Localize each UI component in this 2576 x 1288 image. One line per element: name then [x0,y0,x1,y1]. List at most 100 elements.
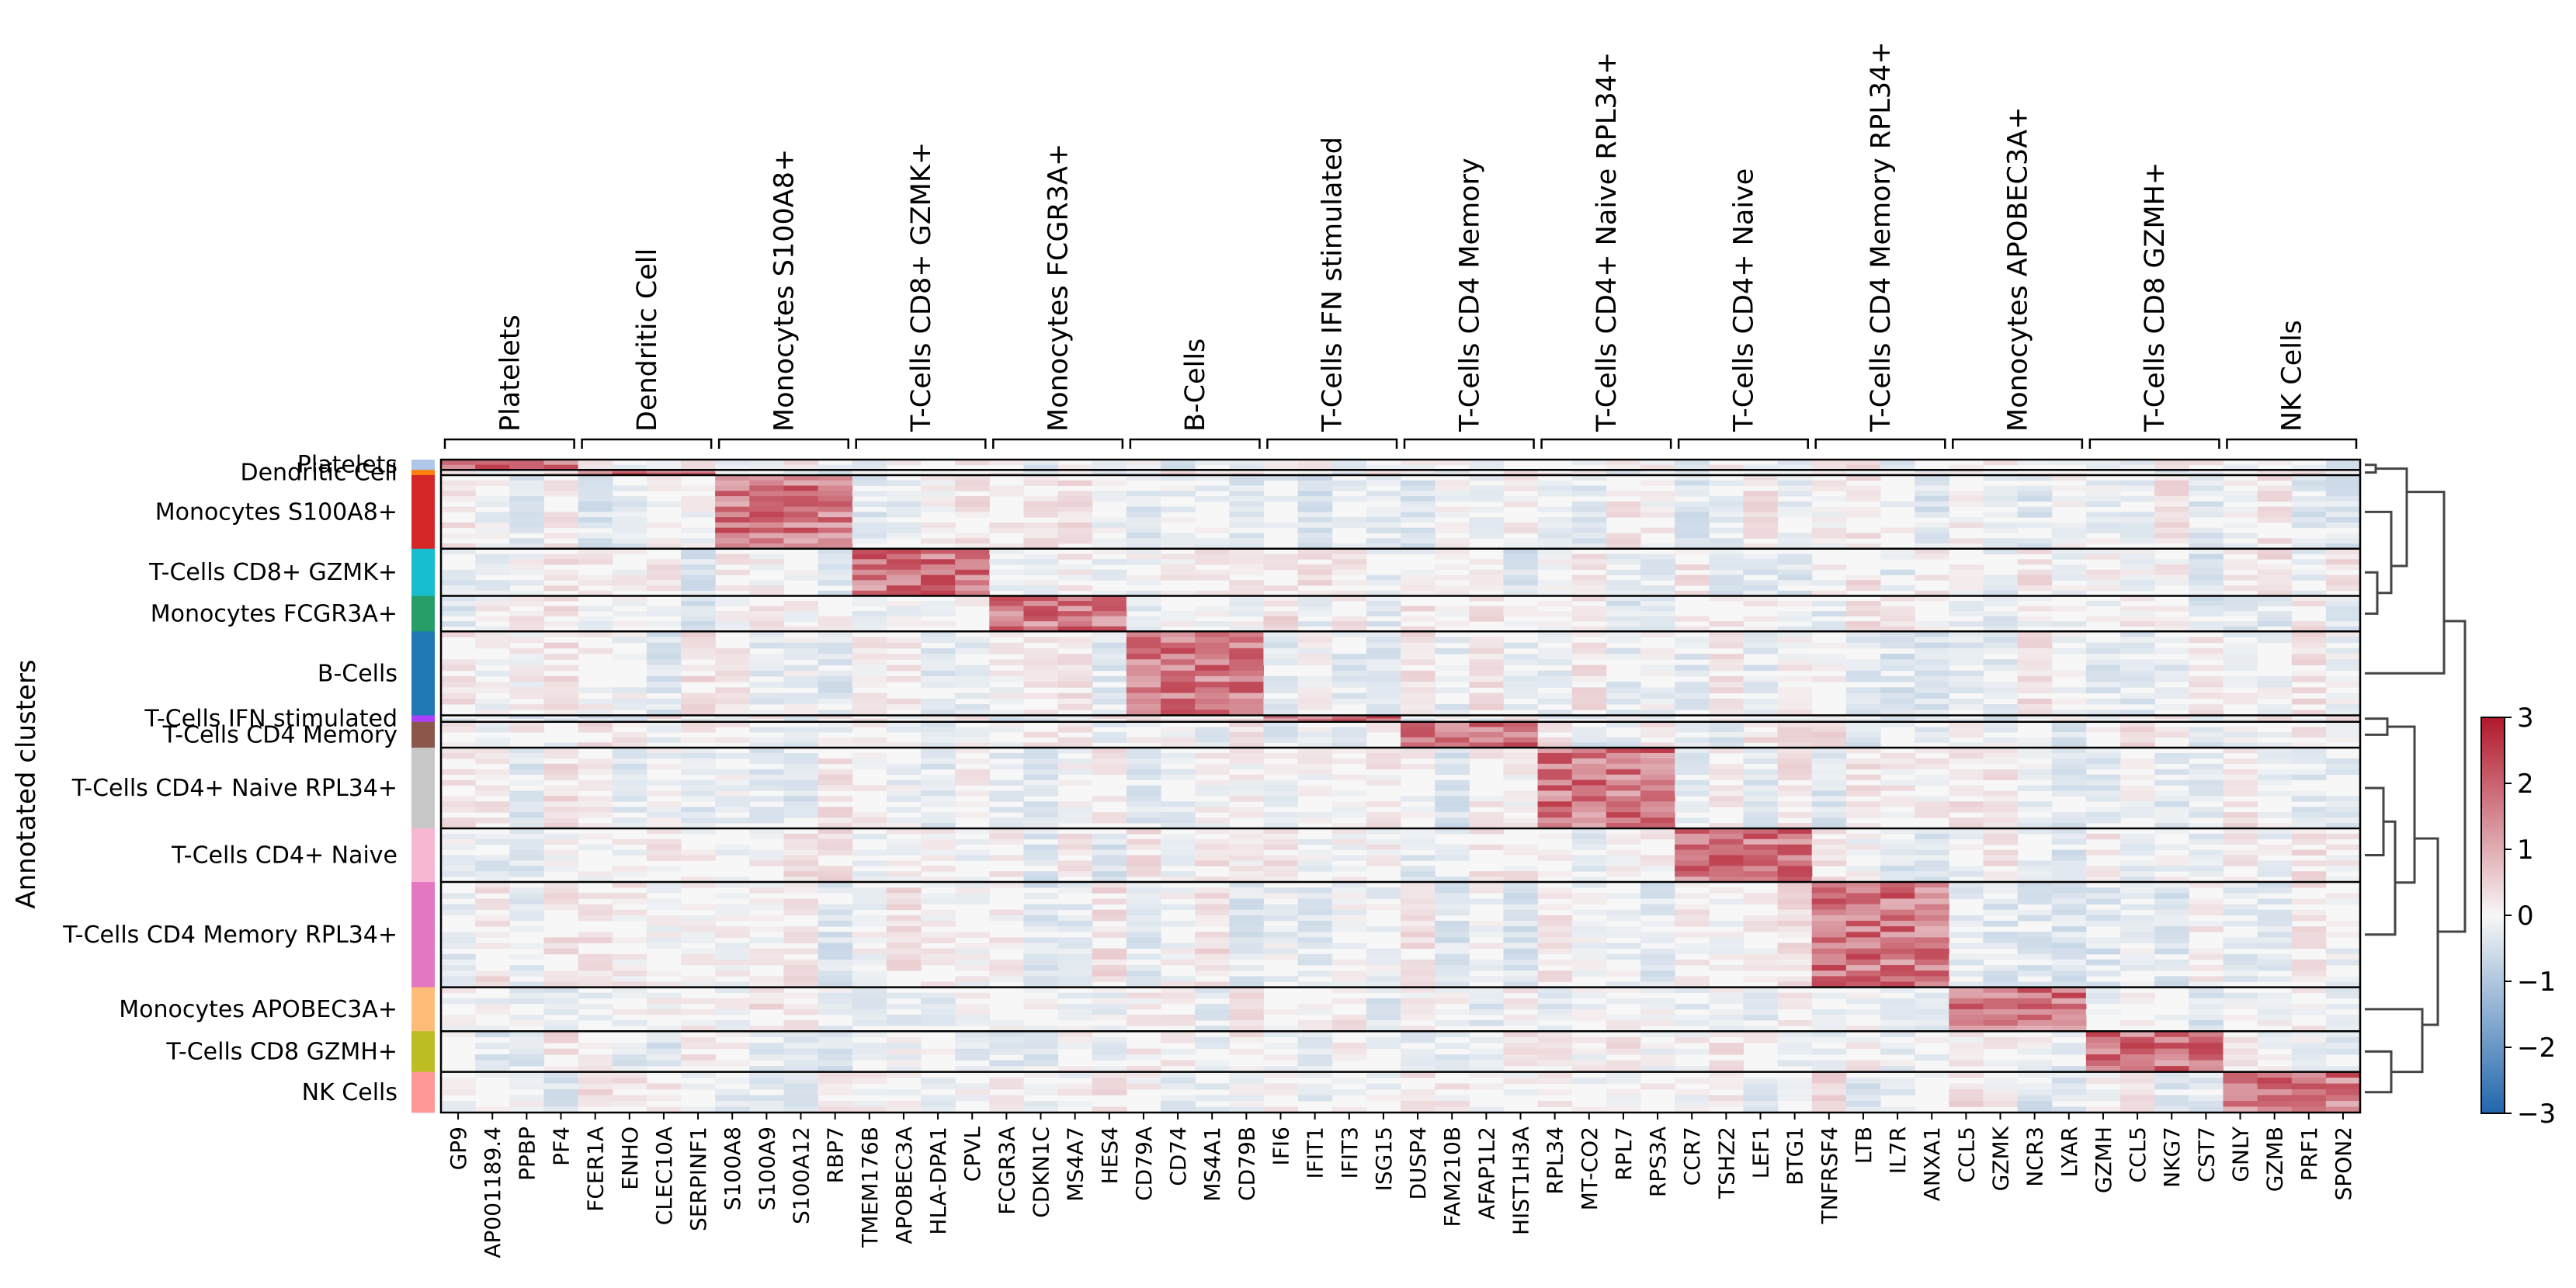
heatmap-cell [783,642,819,649]
heatmap-cell [1297,818,1333,824]
heatmap-cell [1503,998,1539,1005]
heatmap-cell [1743,559,1779,565]
heatmap-cell [1983,1095,2019,1102]
heatmap-cell [1023,527,1059,533]
heatmap-cell [1297,698,1333,705]
heatmap-cell [475,601,510,606]
heatmap-cell [1331,1106,1367,1113]
heatmap-cell [2051,769,2087,776]
heatmap-cell [2154,670,2189,677]
heatmap-cell [1126,915,1161,922]
heatmap-cell [1161,801,1196,807]
heatmap-cell [852,527,887,533]
heatmap-cell [749,659,785,665]
heatmap-cell [1229,665,1265,672]
heatmap-cell [2051,1066,2087,1072]
heatmap-cell [1709,855,1745,861]
heatmap-cell [1366,976,1401,982]
heatmap-cell [1777,992,1813,999]
heatmap-cell [646,779,682,786]
heatmap-cell [2154,965,2189,971]
heatmap-cell [2017,682,2053,688]
heatmap-cell [2189,606,2224,612]
heatmap-cell [646,675,682,682]
heatmap-cell [1743,877,1779,883]
heatmap-cell [1126,981,1161,988]
heatmap-cell [1503,642,1539,649]
heatmap-cell [646,763,682,770]
heatmap-cell [441,855,476,861]
heatmap-cell [1297,538,1333,544]
heatmap-cell [1126,801,1161,807]
heatmap-cell [1675,943,1710,950]
heatmap-cell [1195,1014,1230,1021]
heatmap-cell [681,642,716,649]
heatmap-cell [1023,948,1059,955]
heatmap-cell [1949,687,1984,693]
heatmap-cell [783,812,819,818]
heatmap-cell [2051,866,2087,872]
heatmap-cell [1023,1083,1059,1090]
heatmap-cell [612,527,647,533]
heatmap-cell [1263,976,1299,982]
heatmap-cell [1709,1095,1745,1102]
heatmap-cell [2189,1003,2224,1010]
heatmap-cell [1263,710,1299,716]
heatmap-cell [1366,727,1401,733]
heatmap-cell [646,1048,682,1055]
heatmap-cell [1606,915,1641,922]
heatmap-cell [1229,758,1265,765]
heatmap-cell [749,737,785,743]
heatmap-cell [749,1066,785,1072]
heatmap-cell [955,779,990,786]
heatmap-cell [2154,480,2189,486]
heatmap-cell [1606,595,1641,602]
heatmap-cell [681,769,716,776]
heatmap-cell [1366,953,1401,960]
heatmap-cell [578,785,613,791]
heatmap-cell [1640,823,1675,829]
heatmap-cell [818,1036,853,1043]
heatmap-cell [1435,752,1470,759]
heatmap-cell [612,601,647,606]
heatmap-cell [1503,585,1539,592]
heatmap-cell [1229,1031,1265,1038]
heatmap-cell [1811,1095,1847,1102]
heatmap-cell [1503,693,1539,700]
heatmap-cell [1743,533,1779,539]
heatmap-cell [1709,742,1745,748]
heatmap-cell [2154,779,2189,786]
heatmap-cell [2223,575,2258,581]
heatmap-cell [509,812,545,818]
heatmap-cell [1092,953,1127,960]
heatmap-cell [2154,887,2189,894]
heatmap-cell [2085,909,2121,916]
heatmap-cell [1229,1014,1265,1021]
heatmap-cell [886,1071,922,1078]
heatmap-cell [1983,626,2019,632]
heatmap-cell [989,828,1025,835]
heatmap-cell [1057,575,1093,581]
heatmap-cell [989,527,1025,533]
heatmap-cell [1709,575,1745,581]
heatmap-cell [1845,981,1881,988]
heatmap-cell [1092,698,1127,705]
heatmap-cell [1469,485,1505,491]
heatmap-cell [2154,522,2189,529]
heatmap-cell [2257,998,2293,1005]
heatmap-cell [2325,807,2361,813]
heatmap-cell [2085,871,2121,877]
heatmap-cell [2291,1036,2327,1043]
heatmap-cell [2017,818,2053,824]
heatmap-cell [921,654,956,660]
heatmap-cell [1880,460,1915,466]
heatmap-cell [1503,1043,1539,1050]
gene-group-bracket [855,438,987,449]
heatmap-cell [1366,698,1401,705]
heatmap-cell [921,496,956,502]
gene-group-label: Monocytes FCGR3A+ [1043,144,1074,432]
heatmap-cell [1366,801,1401,807]
heatmap-cell [2085,981,2121,988]
heatmap-cell [1675,1089,1710,1095]
heatmap-cell [475,904,510,911]
